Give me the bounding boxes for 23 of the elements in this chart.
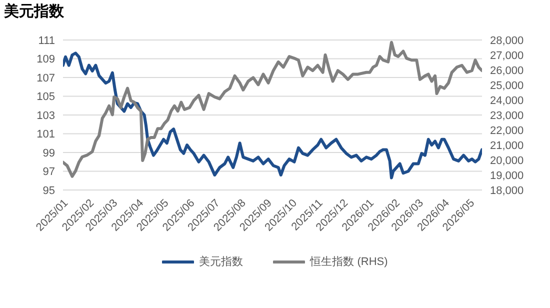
y-tick-label: 95 [42,184,55,197]
y2-tick-label: 18,000 [490,184,524,197]
y2-tick-label: 23,000 [490,110,524,122]
y2-tick-label: 27,000 [490,50,524,62]
y-tick-label: 109 [36,54,55,66]
y2-tick-label: 19,000 [490,170,524,182]
legend-label: 美元指数 [199,254,244,269]
y-tick-label: 105 [36,91,55,104]
y-tick-label: 111 [38,34,55,47]
y-tick-label: 99 [42,147,55,160]
y-tick-label: 103 [36,110,55,122]
y-tick-label: 107 [36,72,55,84]
y2-tick-label: 22,000 [490,124,524,137]
y-tick-label: 101 [36,128,55,141]
chart-title: 美元指数 [4,2,64,21]
y2-tick-label: 25,000 [490,80,524,92]
y2-tick-label: 28,000 [490,34,524,47]
y2-tick-label: 24,000 [490,94,524,107]
y-tick-label: 97 [42,166,55,178]
y2-tick-label: 20,000 [490,154,524,167]
y2-tick-label: 21,000 [490,140,524,152]
y2-tick-label: 26,000 [490,64,524,77]
legend-label: 恒生指数 (RHS) [310,255,388,269]
